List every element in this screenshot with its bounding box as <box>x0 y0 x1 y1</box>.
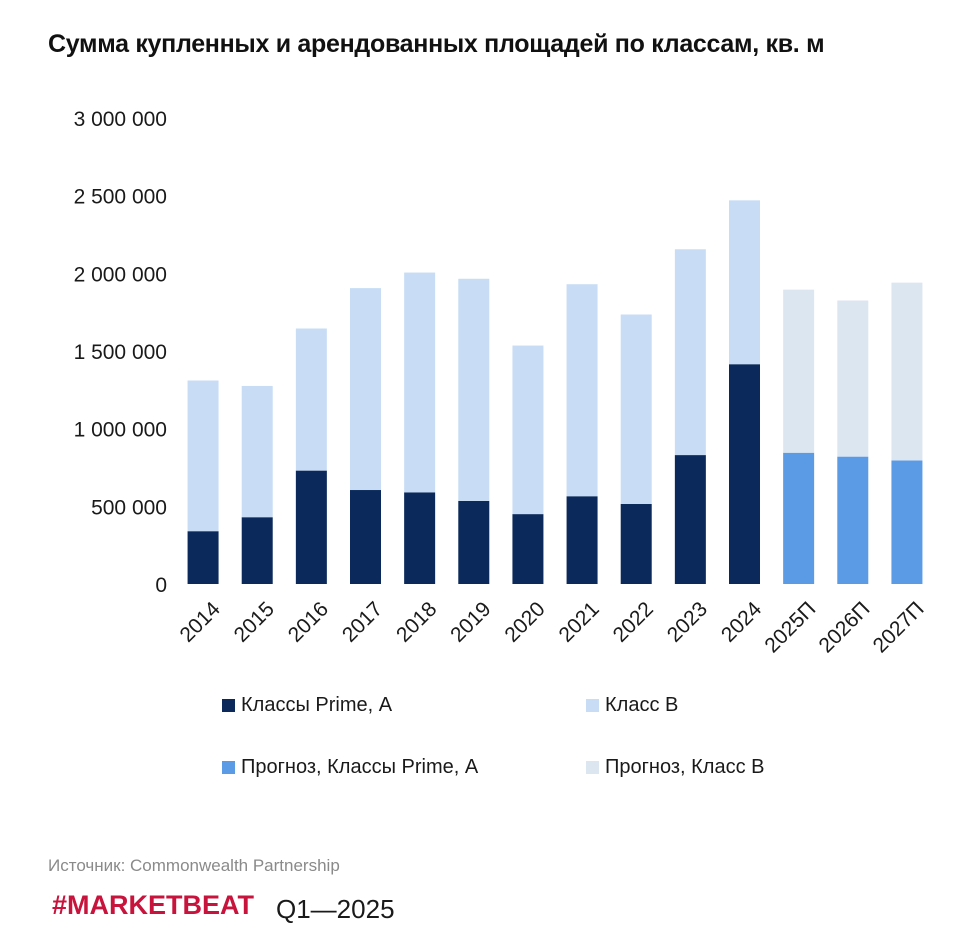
x-tick-label: 2017 <box>338 597 387 646</box>
bar-segment <box>458 500 490 584</box>
bar-segment <box>837 456 869 584</box>
x-tick-label: 2027П <box>869 597 929 657</box>
bar-segment <box>891 460 923 584</box>
bar-segment <box>566 284 598 497</box>
bar-segment <box>295 328 327 471</box>
chart-title: Сумма купленных и арендованных площадей … <box>48 30 825 58</box>
bar-segment <box>350 288 381 491</box>
x-tick-label: 2024 <box>717 597 767 647</box>
y-tick-label: 0 <box>155 574 167 597</box>
y-tick-label: 1 000 000 <box>74 419 167 442</box>
x-tick-label: 2026П <box>815 597 875 657</box>
legend-label-class-b: Класс В <box>605 694 679 716</box>
legend-swatch-forecast-class-b <box>586 761 599 774</box>
bar-segment <box>404 492 436 584</box>
y-tick-label: 500 000 <box>91 496 167 519</box>
bar-segment <box>620 504 652 584</box>
bar-segment <box>295 470 327 584</box>
x-tick-label: 2023 <box>663 597 712 646</box>
legend-item-forecast-prime-a: Прогноз, Классы Prime, А <box>222 756 478 779</box>
x-tick-label: 2018 <box>392 597 441 646</box>
bar-segment <box>783 452 815 584</box>
legend-swatch-forecast-prime-a <box>222 761 235 774</box>
bar-segment <box>187 531 219 584</box>
x-tick-label: 2016 <box>284 597 333 646</box>
bar-segment <box>729 200 760 365</box>
y-tick-label: 2 500 000 <box>74 186 167 209</box>
x-tick-label: 2020 <box>500 597 549 646</box>
x-tick-label: 2014 <box>175 597 225 647</box>
bar-segment <box>674 455 706 584</box>
legend-label-forecast-class-b: Прогноз, Класс В <box>605 756 765 778</box>
legend-item-forecast-class-b: Прогноз, Класс В <box>586 756 764 779</box>
y-tick-label: 1 500 000 <box>74 341 167 364</box>
legend-item-class-b: Класс В <box>586 694 678 717</box>
x-axis: 2014 2015 2016 2017 2018 2019 2020 2021 2022 2023… <box>175 597 928 657</box>
bar-segment <box>566 496 598 584</box>
bar-segment <box>837 300 869 457</box>
bar-segment <box>891 282 923 461</box>
bar-segment <box>620 314 652 505</box>
legend-swatch-class-b <box>586 699 599 712</box>
marketbeat-brand: #MARKETBEAT <box>52 890 254 920</box>
stacked-bar-chart: 0 500 000 1 000 000 1 500 000 2 000 000 2 500… <box>74 108 929 657</box>
x-tick-label: 2022 <box>609 597 658 646</box>
x-tick-label: 2025П <box>760 597 820 657</box>
legend-label-prime-a: Классы Prime, А <box>241 694 393 716</box>
bar-segment <box>783 289 815 453</box>
legend-label-forecast-prime-a: Прогноз, Классы Prime, А <box>241 756 479 778</box>
bar-segment <box>241 517 273 584</box>
y-tick-label: 2 000 000 <box>74 263 167 286</box>
legend-item-prime-a: Классы Prime, А <box>222 694 392 717</box>
y-tick-label: 3 000 000 <box>74 108 167 131</box>
x-tick-label: 2019 <box>446 597 495 646</box>
x-tick-label: 2015 <box>230 597 279 646</box>
bar-segment <box>350 490 381 584</box>
legend-swatch-prime-a <box>222 699 235 712</box>
source-note: Источник: Commonwealth Partnership <box>48 856 340 875</box>
bar-segment <box>187 380 219 532</box>
report-period: Q1—2025 <box>276 894 395 924</box>
bar-segment <box>674 249 706 456</box>
bars <box>187 200 923 584</box>
bar-segment <box>404 272 436 493</box>
y-axis: 0 500 000 1 000 000 1 500 000 2 000 000 2 500… <box>74 108 167 597</box>
bar-segment <box>241 385 273 518</box>
bar-segment <box>729 364 760 584</box>
x-tick-label: 2021 <box>554 597 603 646</box>
bar-segment <box>458 278 490 501</box>
chart-legend: Классы Prime, А Класс В Прогноз, Классы … <box>222 690 782 800</box>
bar-segment <box>512 345 544 515</box>
bar-segment <box>512 514 544 584</box>
